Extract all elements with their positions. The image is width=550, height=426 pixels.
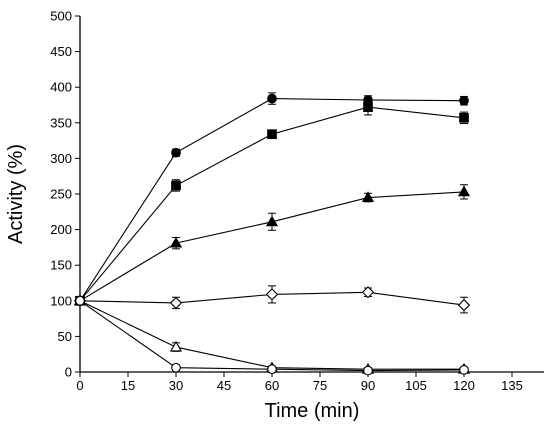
data-point-filled-square xyxy=(363,102,373,112)
y-tick-label: 0 xyxy=(65,365,72,380)
x-tick-label: 135 xyxy=(501,378,523,393)
series-lines xyxy=(79,98,465,372)
series-line-open-triangle xyxy=(79,300,464,370)
data-point-filled-circle xyxy=(267,93,277,104)
data-point-filled-triangle xyxy=(265,215,279,227)
y-tick-label: 500 xyxy=(50,9,72,24)
x-tick-label: 15 xyxy=(121,378,135,393)
data-point-open-circle xyxy=(363,365,373,376)
y-tick-label: 200 xyxy=(50,222,72,237)
y-tick-label: 300 xyxy=(50,151,72,166)
y-tick-label: 150 xyxy=(50,258,72,273)
data-point-filled-square xyxy=(267,129,277,140)
x-axis-title: Time (min) xyxy=(265,400,360,422)
x-tick-label: 90 xyxy=(361,378,375,393)
data-point-open-circle xyxy=(171,362,181,373)
x-tick-label: 75 xyxy=(313,378,327,393)
data-point-filled-circle xyxy=(171,147,181,158)
data-point-open-diamond xyxy=(361,286,375,299)
data-point-open-circle xyxy=(459,365,469,375)
data-point-open-diamond xyxy=(265,288,279,301)
series-line-filled-triangle xyxy=(79,191,465,302)
data-point-filled-triangle xyxy=(457,185,471,197)
x-tick-label: 120 xyxy=(453,378,475,393)
data-point-open-circle xyxy=(267,364,277,375)
x-tick-label: 30 xyxy=(169,378,183,393)
y-tick-label: 250 xyxy=(50,187,72,202)
data-point-open-diamond xyxy=(169,296,183,310)
x-tick-label: 105 xyxy=(405,378,427,393)
data-point-filled-square xyxy=(459,112,469,123)
y-tick-label: 100 xyxy=(50,293,72,308)
markers xyxy=(73,93,471,376)
data-point-filled-square xyxy=(171,180,181,191)
x-tick-label: 0 xyxy=(76,378,83,393)
data-point-open-triangle xyxy=(169,340,183,352)
data-point-filled-triangle xyxy=(169,236,183,248)
series-line-filled-circle xyxy=(79,98,465,302)
data-point-filled-triangle xyxy=(361,191,375,202)
y-tick-label: 350 xyxy=(50,115,72,130)
ticks: 0 15 30 45 60 75 90 105 120 135 0 50 100 150 200 250 300… xyxy=(50,9,523,394)
data-point-open-circle xyxy=(75,295,85,306)
x-tick-label: 45 xyxy=(217,378,231,393)
data-point-filled-circle xyxy=(459,95,469,106)
y-tick-label: 400 xyxy=(50,80,72,95)
y-tick-label: 450 xyxy=(50,44,72,59)
series-line-open-circle xyxy=(79,300,465,372)
x-tick-label: 60 xyxy=(265,378,279,393)
data-point-open-diamond xyxy=(457,298,471,312)
y-axis-title: Activity (%) xyxy=(5,144,27,244)
y-tick-label: 50 xyxy=(58,329,72,344)
error-bars xyxy=(172,92,468,373)
